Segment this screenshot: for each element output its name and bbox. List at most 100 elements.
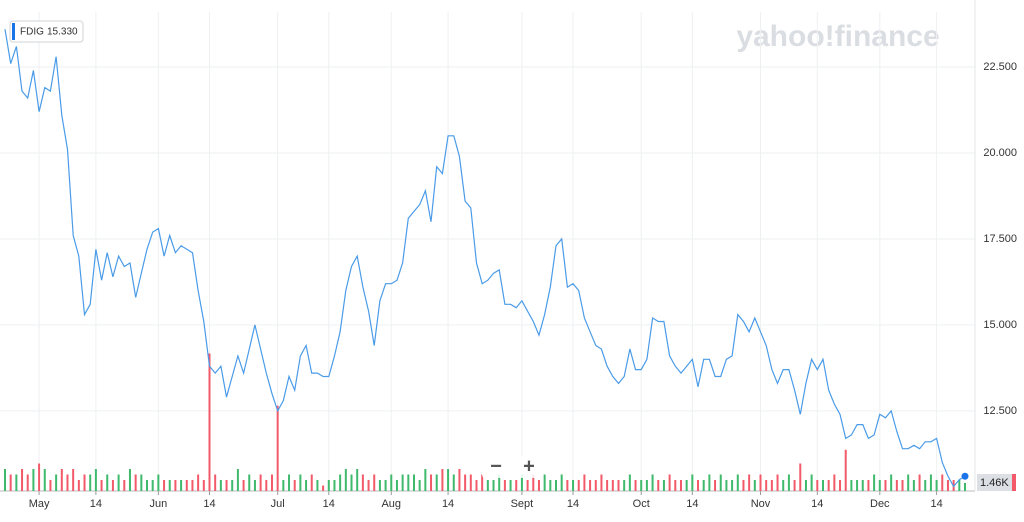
volume-bar xyxy=(15,474,18,491)
x-tick-label: 14 xyxy=(90,498,102,510)
volume-bar xyxy=(367,480,370,491)
volume-bar xyxy=(140,474,143,491)
volume-bar xyxy=(339,474,342,491)
volume-bar xyxy=(43,469,46,491)
x-tick-label: 14 xyxy=(686,498,698,510)
volume-bar xyxy=(566,480,569,491)
volume-bar xyxy=(776,474,779,491)
volume-bar xyxy=(503,480,506,491)
volume-bar xyxy=(583,474,586,491)
volume-bar xyxy=(128,469,131,491)
x-tick-label: 14 xyxy=(930,498,942,510)
y-tick-label: 22.500 xyxy=(983,61,1017,73)
volume-bar xyxy=(322,485,325,491)
x-tick-label: Dec xyxy=(870,498,890,510)
volume-bar xyxy=(401,474,404,491)
volume-bar xyxy=(89,474,92,491)
volume-bar xyxy=(645,480,648,491)
volume-bar xyxy=(333,480,336,491)
volume-bar xyxy=(276,405,279,491)
volume-bar xyxy=(742,480,745,491)
x-tick-label: 14 xyxy=(442,498,454,510)
volume-bar xyxy=(305,480,308,491)
volume-bar xyxy=(719,474,722,491)
volume-bar xyxy=(827,480,830,491)
volume-bar xyxy=(430,474,433,491)
volume-bar xyxy=(344,469,347,491)
volume-bar xyxy=(299,474,302,491)
volume-bar xyxy=(793,480,796,491)
volume-bar xyxy=(424,469,427,491)
volume-bar xyxy=(640,480,643,491)
volume-bar xyxy=(532,474,535,491)
volume-bar xyxy=(577,480,580,491)
volume-bar xyxy=(861,480,864,491)
volume-bar xyxy=(464,474,467,491)
volume-bar xyxy=(390,474,393,491)
volume-bar xyxy=(821,480,824,491)
volume-bar xyxy=(327,480,330,491)
volume-bar xyxy=(407,474,410,491)
zoom-button[interactable]: + xyxy=(515,455,543,478)
volume-bar xyxy=(242,480,245,491)
volume-bar xyxy=(816,480,819,491)
volume-bar xyxy=(447,469,450,491)
volume-bar xyxy=(38,463,41,491)
volume-bar xyxy=(316,480,319,491)
volume-bar xyxy=(157,474,160,491)
x-tick-label: 14 xyxy=(811,498,823,510)
volume-bar xyxy=(106,474,109,491)
volume-bar xyxy=(225,480,228,491)
symbol-label: FDIG 15.330 xyxy=(9,20,84,43)
volume-bar xyxy=(395,480,398,491)
volume-bar xyxy=(787,474,790,491)
volume-bar xyxy=(4,469,6,491)
volume-bar xyxy=(361,474,364,491)
volume-bar xyxy=(611,480,614,491)
volume-bar xyxy=(685,480,688,491)
volume-bar xyxy=(594,480,597,491)
volume-bar xyxy=(537,480,540,491)
volume-bar xyxy=(708,474,711,491)
button-bg xyxy=(482,456,510,478)
volume-bar xyxy=(373,474,376,491)
volume-bar xyxy=(72,469,75,491)
volume-bar xyxy=(163,480,166,491)
volume-bar xyxy=(765,480,768,491)
volume-bar xyxy=(651,474,654,491)
y-tick-label: 17.500 xyxy=(983,233,1017,245)
x-tick-label: Oct xyxy=(633,498,650,510)
volume-bar xyxy=(435,474,438,491)
volume-bar xyxy=(185,480,188,491)
zoom-button[interactable]: − xyxy=(482,455,510,478)
volume-bar xyxy=(236,469,239,491)
x-tick-label: Jul xyxy=(271,498,285,510)
volume-bar xyxy=(83,474,86,491)
volume-bar xyxy=(282,480,285,491)
volume-bar xyxy=(804,480,807,491)
volume-bar xyxy=(219,480,222,491)
volume-bar xyxy=(623,480,626,491)
volume-bar xyxy=(668,474,671,491)
volume-bar xyxy=(549,480,552,491)
volume-bar xyxy=(151,480,154,491)
volume-bar xyxy=(509,480,512,491)
volume-bar xyxy=(600,474,603,491)
volume-bar xyxy=(66,474,69,491)
volume-bar xyxy=(134,474,137,491)
x-tick-label: May xyxy=(29,498,50,510)
volume-bar xyxy=(839,480,842,491)
volume-label-tail xyxy=(1010,474,1016,491)
button-label: + xyxy=(523,455,535,477)
price-label: 15.330 xyxy=(47,27,78,38)
volume-bar xyxy=(753,480,756,491)
volume-bar xyxy=(628,474,631,491)
volume-bar xyxy=(117,474,120,491)
volume-bar xyxy=(924,480,927,491)
volume-bar xyxy=(146,480,149,491)
volume-bar xyxy=(555,480,558,491)
volume-bar xyxy=(191,480,194,491)
volume-bar xyxy=(9,474,12,491)
x-tick-label: Sept xyxy=(511,498,534,510)
